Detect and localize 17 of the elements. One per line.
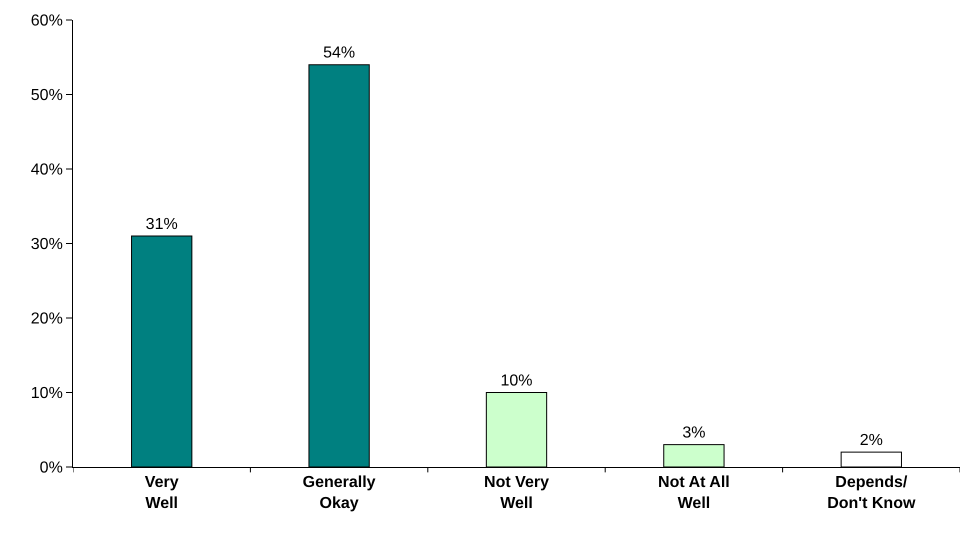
x-tick-label: Very Well [144,474,179,512]
y-tick-label: 60% [30,12,63,30]
y-tick-label: 40% [30,162,63,179]
x-tick-label: Not Very Well [484,474,550,512]
x-tick-label: Generally Okay [302,474,376,512]
y-tick-label: 10% [30,385,63,402]
y-tick-label: 20% [30,310,63,328]
y-tick-label: 50% [30,87,63,104]
data-label: 54% [323,44,356,62]
data-label: 10% [500,372,533,390]
data-label: 3% [682,424,706,442]
x-tick-label: Not At All Well [658,474,730,512]
y-tick-label: 0% [40,460,63,477]
x-tick-label: Depends/ Don't Know [827,474,916,512]
data-label: 2% [860,432,883,450]
data-label: 31% [146,216,178,234]
y-tick-label: 30% [30,236,63,254]
